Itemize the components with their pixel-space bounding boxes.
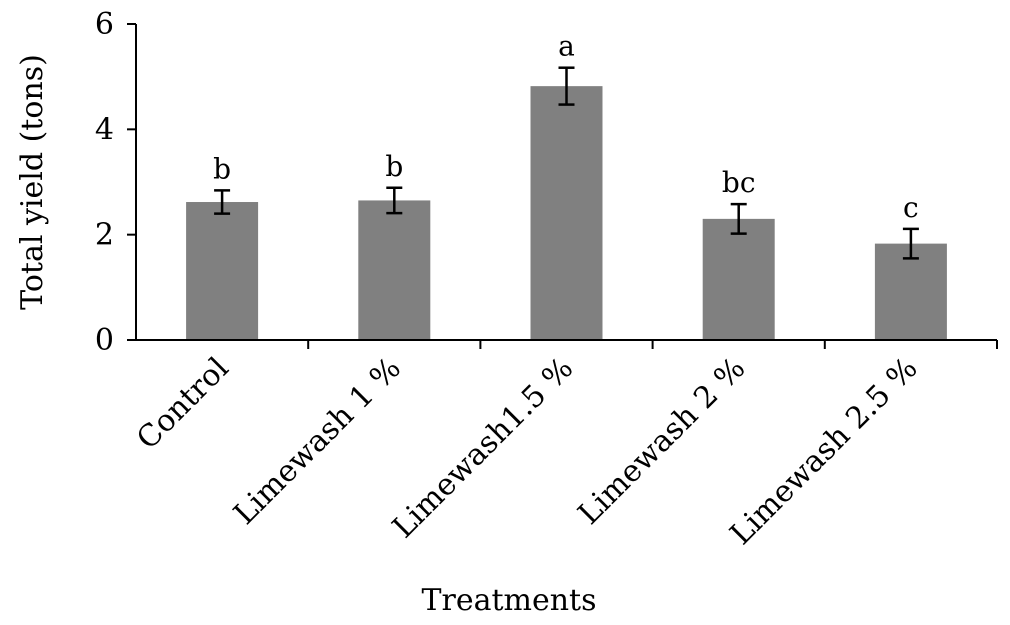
bar [874, 243, 947, 340]
error-bars-layer [214, 66, 919, 260]
significance-labels-layer: b b a bc c [213, 30, 919, 224]
significance-letter: b [213, 152, 231, 185]
category-label: Limewash 1 % [227, 351, 408, 532]
error-bar [386, 186, 403, 215]
axes-layer [135, 24, 997, 341]
y-tick-label: 2 [95, 218, 114, 253]
y-ticks-layer: 0 2 4 6 [95, 7, 136, 358]
significance-letter: b [385, 150, 403, 183]
error-bar [214, 189, 231, 215]
bar [702, 218, 775, 340]
y-tick-label: 4 [95, 112, 114, 147]
y-tick-label: 6 [95, 7, 114, 42]
bars-layer [186, 86, 947, 340]
significance-letter: a [558, 30, 575, 63]
y-tick-label: 0 [95, 323, 114, 358]
category-label: Limewash 2.5 % [724, 351, 925, 552]
bar [186, 202, 259, 340]
bar [530, 86, 603, 340]
significance-letter: c [903, 191, 919, 224]
category-label: Limewash1.5 % [386, 351, 580, 545]
significance-letter: bc [722, 166, 756, 199]
category-label: Limewash 2 % [572, 351, 753, 532]
error-bar [902, 227, 919, 260]
x-ticks-layer [307, 340, 998, 349]
y-axis-title: Total yield (tons) [15, 54, 50, 310]
bar [358, 200, 431, 340]
error-bar [558, 66, 575, 106]
x-axis-title: Treatments [421, 583, 596, 618]
error-bar [730, 202, 747, 235]
category-label: Control [130, 351, 236, 457]
